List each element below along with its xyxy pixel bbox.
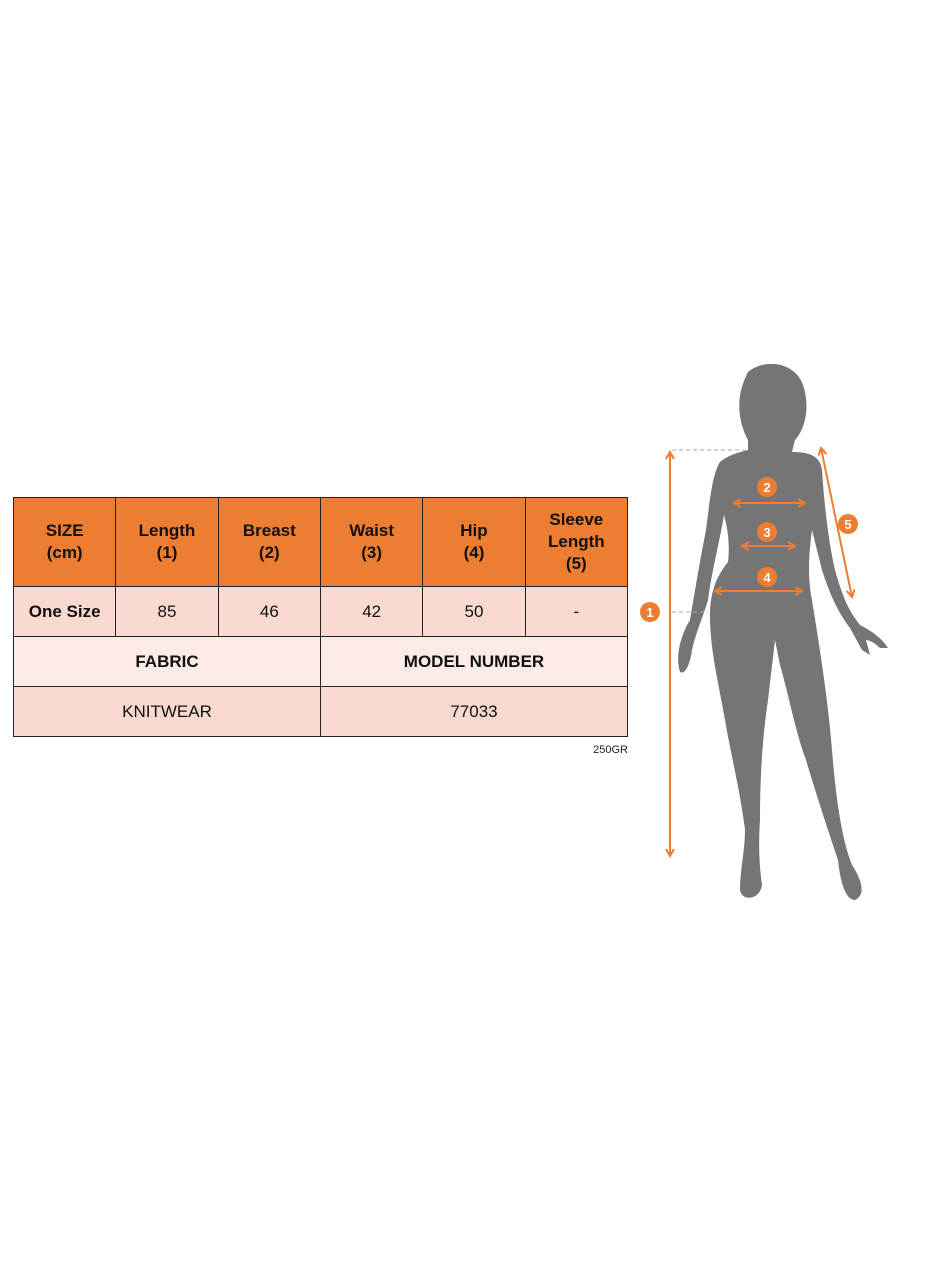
badge-2: 2: [757, 477, 777, 497]
sleeve-arrow: [817, 446, 856, 599]
header-text: Length: [138, 521, 196, 540]
badge-5: 5: [838, 514, 858, 534]
badge-3: 3: [757, 522, 777, 542]
cell-sleeve-length: -: [524, 586, 629, 637]
info-label-row: FABRIC MODEL NUMBER: [13, 636, 629, 687]
cell-hip: 50: [422, 586, 526, 637]
badge-text: 3: [763, 525, 770, 540]
fabric-value: KNITWEAR: [13, 686, 321, 737]
header-text: Sleeve: [549, 510, 604, 529]
weight-label: 250GR: [593, 744, 628, 756]
model-number-value: 77033: [319, 686, 629, 737]
info-value-row: KNITWEAR 77033: [13, 686, 629, 737]
header-text: Hip: [460, 521, 488, 540]
header-breast: Breast (2): [217, 497, 321, 587]
header-size: SIZE (cm): [12, 497, 117, 587]
cell-size: One Size: [12, 586, 117, 637]
fabric-label: FABRIC: [13, 636, 321, 687]
badge-text: 2: [763, 480, 770, 495]
header-hip: Hip (4): [422, 497, 526, 587]
cell-waist: 42: [319, 586, 424, 637]
model-number-label: MODEL NUMBER: [319, 636, 629, 687]
header-waist: Waist (3): [319, 497, 424, 587]
badge-4: 4: [757, 567, 777, 587]
header-text: Waist: [349, 521, 394, 540]
header-text: (3): [361, 543, 383, 562]
badge-text: 1: [646, 605, 653, 620]
badge-1: 1: [640, 602, 660, 622]
woman-silhouette: [678, 363, 888, 900]
header-sleeve-length: Sleeve Length (5): [524, 497, 629, 587]
header-text: (2): [258, 543, 280, 562]
header-text: (4): [463, 543, 485, 562]
header-row: SIZE (cm) Length (1) Breast (2) Waist (3) Hi…: [12, 497, 629, 587]
header-text: (cm): [46, 543, 83, 562]
header-text: Breast: [242, 521, 296, 540]
header-text: (1): [156, 543, 178, 562]
badge-text: 4: [763, 570, 771, 585]
header-text: Length: [547, 532, 605, 551]
cell-length: 85: [115, 586, 219, 637]
header-length: Length (1): [115, 497, 219, 587]
badge-text: 5: [844, 517, 851, 532]
table-row: One Size 85 46 42 50 -: [12, 586, 629, 637]
size-table: SIZE (cm) Length (1) Breast (2) Waist (3) Hi…: [12, 497, 629, 737]
header-text: SIZE: [45, 521, 84, 540]
header-text: (5): [565, 554, 587, 573]
